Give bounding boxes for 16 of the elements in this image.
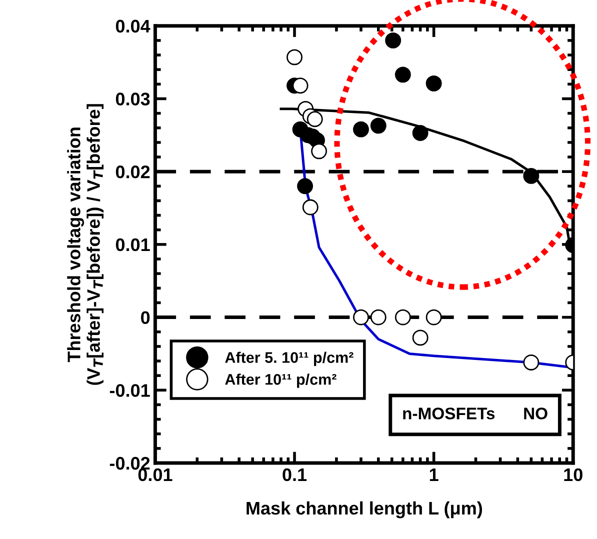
y-tick-label: 0.03 bbox=[116, 92, 150, 106]
legend-label: After 5. 10¹¹ p/cm² bbox=[225, 352, 354, 366]
y-tick-label: 0.02 bbox=[116, 166, 150, 178]
y-tick-label: 0.04 bbox=[116, 20, 150, 33]
x-tick-label: 1 bbox=[430, 468, 438, 481]
y-tick-label: 0 bbox=[141, 311, 150, 324]
y-tick-label: -0.02 bbox=[110, 456, 150, 470]
x-axis-title: Mask channel length L (μm) bbox=[246, 501, 482, 518]
legend-label: After 10¹¹ p/cm² bbox=[225, 374, 336, 388]
annotation: n-MOSFETs NO bbox=[403, 408, 548, 420]
y-axis-title: Threshold voltage variation (V$_{T}$[after]-V$_{T}$[before]) / V$_{T}$[before] bbox=[67, 104, 104, 385]
y-tick-label: -0.01 bbox=[110, 384, 150, 397]
x-tick-label: 10 bbox=[564, 468, 582, 482]
x-tick-label: 0.01 bbox=[138, 468, 172, 482]
x-tick-label: 0.1 bbox=[282, 468, 307, 482]
y-tick-label: 0.01 bbox=[116, 238, 150, 252]
